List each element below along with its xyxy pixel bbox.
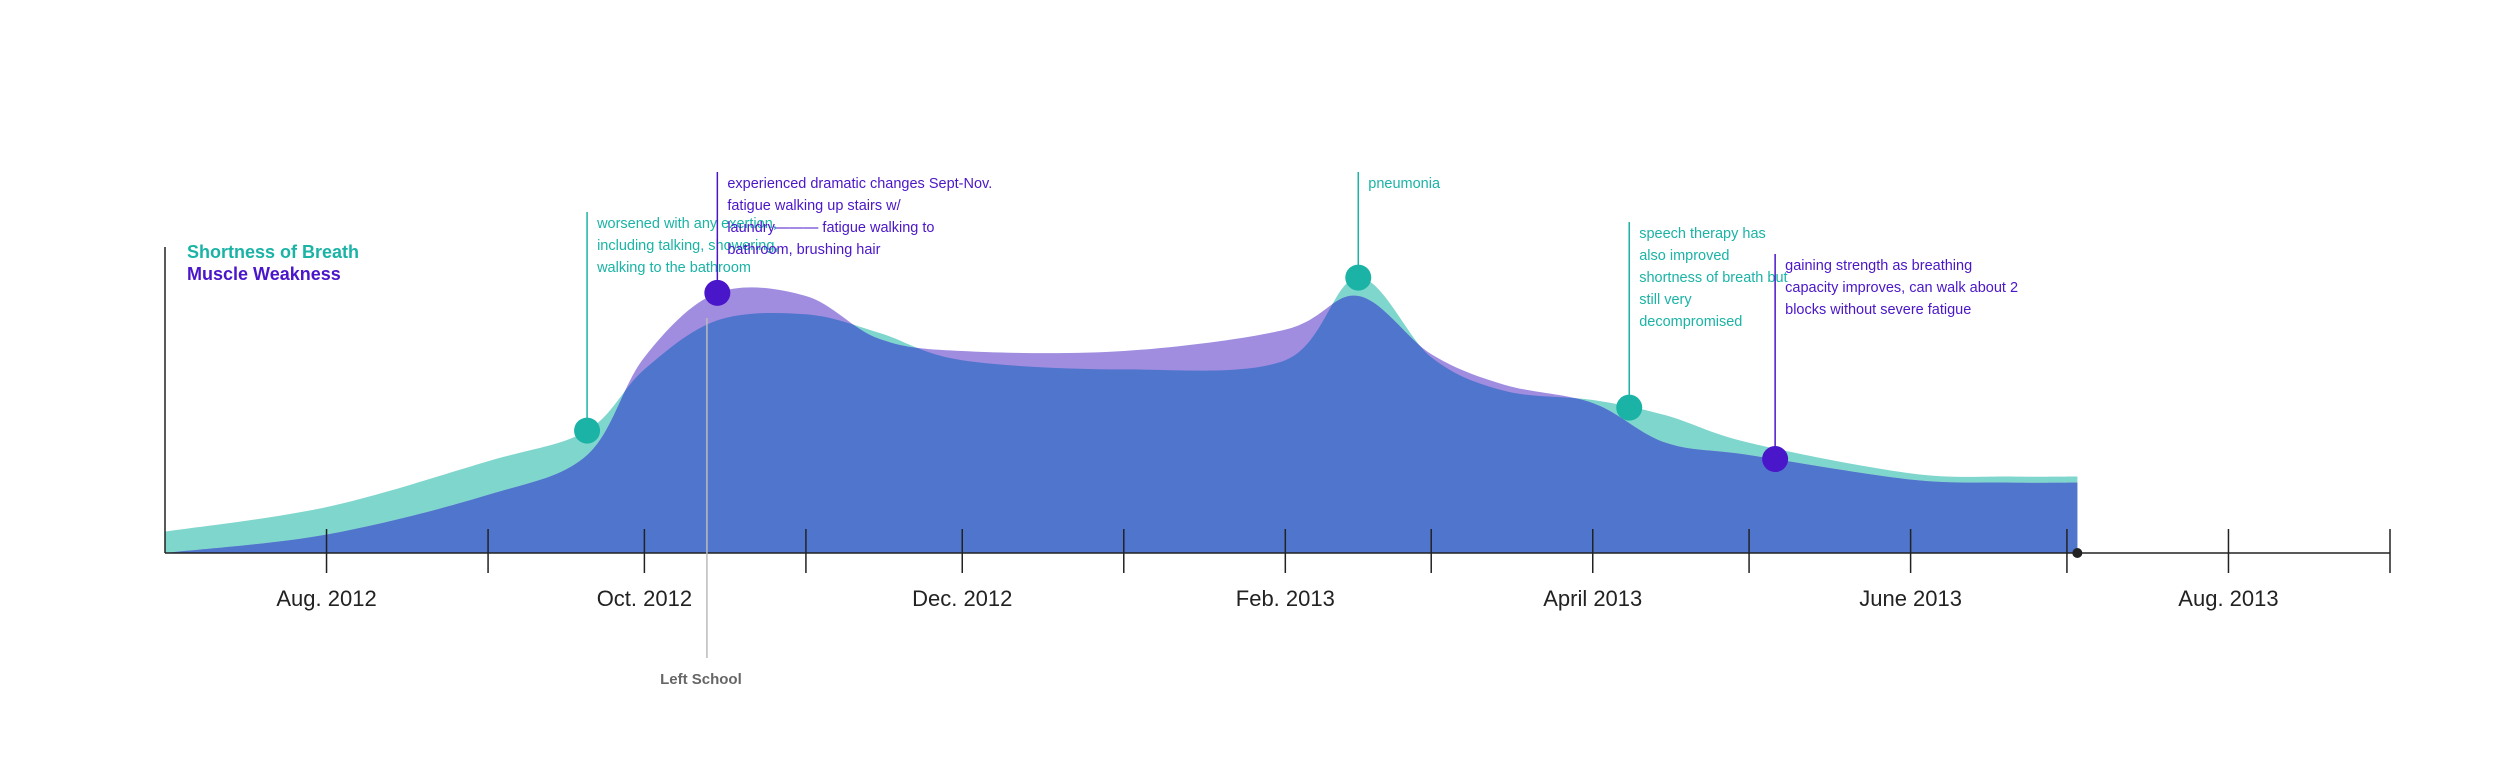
annotation-text: blocks without severe fatigue <box>1785 302 1971 318</box>
annotation-text: laundry——— fatigue walking to <box>727 220 934 236</box>
annotation: speech therapy has also improved shortness… <box>1616 222 1788 421</box>
legend: Shortness of Breath Muscle Weakness <box>187 242 359 284</box>
annotation-text: also improved <box>1639 248 1729 264</box>
x-tick-label: June 2013 <box>1859 586 1962 611</box>
x-tick-label: April 2013 <box>1543 586 1642 611</box>
annotation-text: decompromised <box>1639 314 1742 330</box>
area-overlap <box>165 287 2078 553</box>
annotation: worsened with any exertion, including tal… <box>574 212 778 444</box>
series-end-marker <box>2072 548 2083 558</box>
annotation-marker <box>574 417 601 444</box>
x-tick-label: Aug. 2012 <box>276 586 376 611</box>
x-tick-labels: Aug. 2012 Oct. 2012 Dec. 2012 Feb. 2013 Apri… <box>276 586 2278 611</box>
annotation-marker <box>1762 446 1789 473</box>
annotation-marker <box>704 279 731 306</box>
annotation-text: walking to the bathroom <box>596 260 751 276</box>
annotation-text: including talking, showering, <box>597 238 778 254</box>
annotation-marker <box>1616 394 1643 421</box>
x-tick-label: Dec. 2012 <box>912 586 1012 611</box>
annotation-text: worsened with any exertion, <box>596 216 777 232</box>
event-label: Left School <box>660 671 742 688</box>
annotation-text: bathroom, brushing hair <box>727 242 880 258</box>
annotations: worsened with any exertion, including tal… <box>574 172 2018 473</box>
legend-shortness-of-breath: Shortness of Breath <box>187 242 359 262</box>
annotation: gaining strength as breathing capacity im… <box>1762 254 2018 473</box>
annotation-text: experienced dramatic changes Sept-Nov. <box>727 176 992 192</box>
annotation-text: still very <box>1639 292 1692 308</box>
annotation-text: fatigue walking up stairs w/ <box>727 198 901 214</box>
events: Left School <box>660 318 742 688</box>
annotation-text: pneumonia <box>1368 176 1441 192</box>
legend-muscle-weakness: Muscle Weakness <box>187 264 341 284</box>
axes: Aug. 2012 Oct. 2012 Dec. 2012 Feb. 2013 Apri… <box>164 247 2391 611</box>
annotation-text: shortness of breath but <box>1639 270 1787 286</box>
areas <box>165 277 2078 553</box>
x-tick-label: Aug. 2013 <box>2178 586 2278 611</box>
x-tick-label: Oct. 2012 <box>597 586 692 611</box>
annotation: experienced dramatic changes Sept-Nov. fa… <box>704 172 992 306</box>
x-ticks <box>325 529 2391 573</box>
x-tick-label: Feb. 2013 <box>1236 586 1335 611</box>
annotation-text: capacity improves, can walk about 2 <box>1785 280 2018 296</box>
annotation-text: speech therapy has <box>1639 226 1766 242</box>
annotation-text: gaining strength as breathing <box>1785 258 1972 274</box>
annotation: pneumonia <box>1345 172 1441 291</box>
annotation-marker <box>1345 264 1372 291</box>
